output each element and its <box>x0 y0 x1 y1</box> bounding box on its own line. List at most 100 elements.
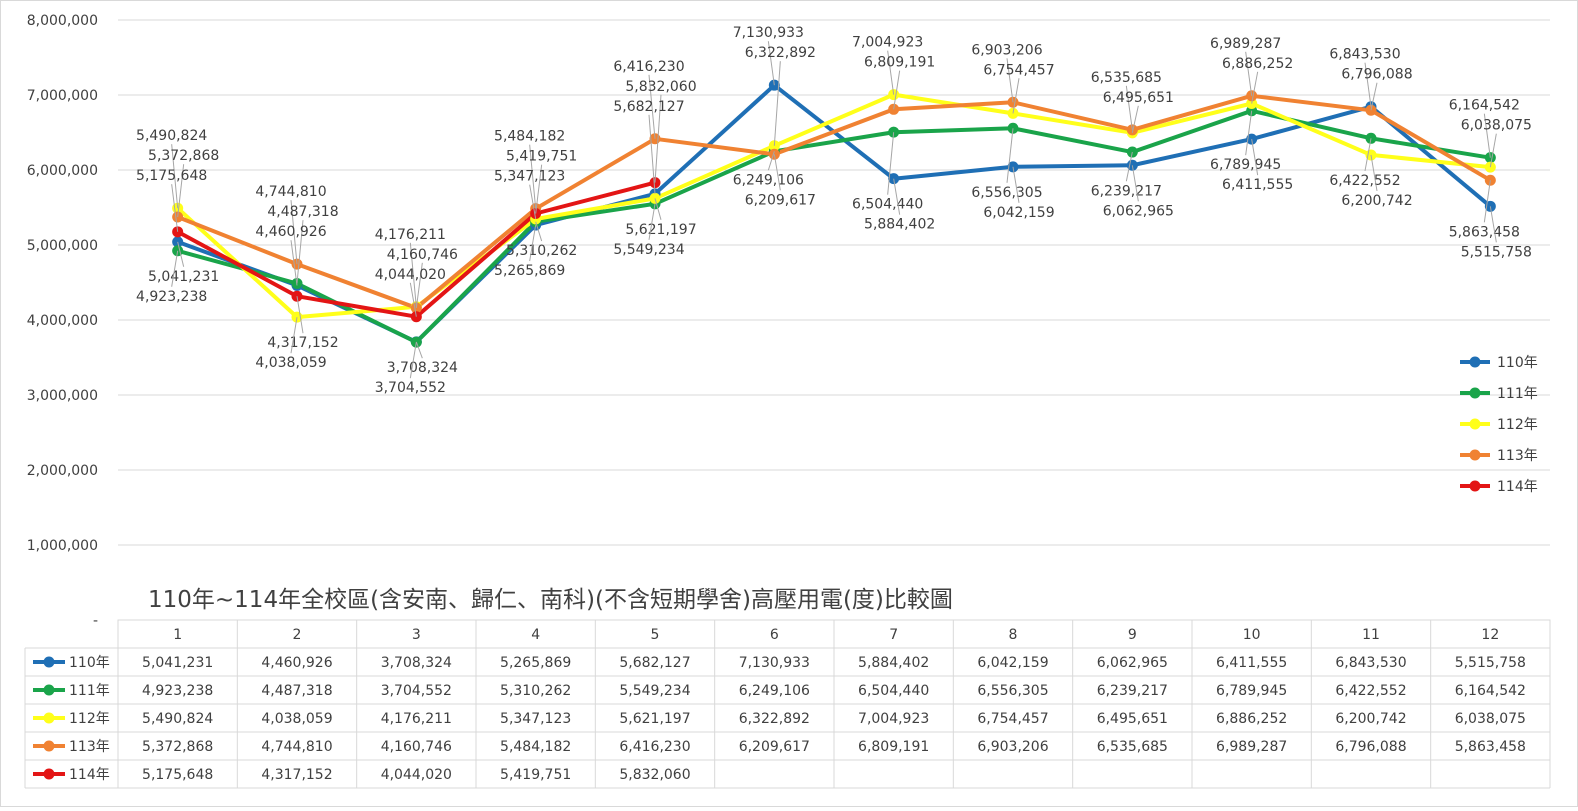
data-label-leader <box>893 178 901 215</box>
x-tick-label: 11 <box>1362 627 1380 643</box>
data-label: 6,504,440 <box>852 197 923 213</box>
table-cell: 5,265,869 <box>500 655 571 671</box>
data-label-leader <box>767 41 775 86</box>
data-label-leader <box>409 282 417 317</box>
table-legend-marker <box>43 712 55 724</box>
table-cell: 5,884,402 <box>858 655 929 671</box>
legend-label: 111年 <box>1497 386 1538 402</box>
x-tick-label: 7 <box>889 627 898 643</box>
x-tick-label: 2 <box>293 627 302 643</box>
table-cell: 5,310,262 <box>500 683 571 699</box>
table-cell: 6,903,206 <box>977 739 1048 755</box>
table-cell: 4,044,020 <box>381 767 452 783</box>
data-label-leader <box>1251 139 1259 176</box>
table-cell: 6,209,617 <box>739 739 810 755</box>
data-label: 4,038,059 <box>255 355 326 371</box>
table-cell: 6,062,965 <box>1097 655 1168 671</box>
data-label: 3,708,324 <box>387 360 458 376</box>
data-label-leader <box>1131 165 1139 202</box>
data-label-leader <box>767 151 775 171</box>
x-tick-label: 1 <box>173 627 182 643</box>
series-line <box>175 92 1493 320</box>
table-cell: 6,416,230 <box>619 739 690 755</box>
table-cell: 5,863,458 <box>1455 739 1526 755</box>
y-tick-label: 8,000,000 <box>27 13 98 29</box>
table-cell: 6,495,651 <box>1097 711 1168 727</box>
table-cell: 5,484,182 <box>500 739 571 755</box>
data-label-leader <box>1125 151 1133 182</box>
data-label-leader <box>1483 113 1491 158</box>
data-label-leader <box>290 317 298 354</box>
data-label: 5,372,868 <box>148 148 219 164</box>
data-label: 6,754,457 <box>983 62 1054 78</box>
data-label-leader <box>529 224 537 262</box>
data-label: 4,460,926 <box>255 224 326 240</box>
table-cell: 6,164,542 <box>1455 683 1526 699</box>
x-tick-label: 12 <box>1481 627 1499 643</box>
legend-swatch-marker <box>1469 418 1481 430</box>
data-label: 5,549,234 <box>613 242 684 258</box>
data-label-leader <box>1131 105 1139 133</box>
table-cell: 6,886,252 <box>1216 711 1287 727</box>
data-label-leader <box>290 200 298 265</box>
data-label-leader <box>1489 133 1497 168</box>
data-label-leader <box>1125 85 1133 130</box>
data-label-leader <box>171 184 179 232</box>
table-cell: 6,249,106 <box>739 683 810 699</box>
data-label-leader <box>171 144 179 209</box>
data-label-leader <box>648 203 656 240</box>
table-cell: 6,789,945 <box>1216 683 1287 699</box>
data-label-leader <box>773 61 781 146</box>
data-label: 6,809,191 <box>864 55 935 71</box>
table-cell: 4,160,746 <box>381 739 452 755</box>
data-label: 5,347,123 <box>494 169 565 185</box>
data-label: 5,484,182 <box>494 129 565 145</box>
data-label: 6,322,892 <box>745 45 816 61</box>
table-cell: 7,130,933 <box>739 655 810 671</box>
data-label-leader <box>409 342 417 379</box>
x-tick-label: 8 <box>1009 627 1018 643</box>
data-label-leader <box>1245 51 1253 96</box>
y-tick-label: 5,000,000 <box>27 238 98 254</box>
y-tick-label: 1,000,000 <box>27 538 98 554</box>
legend-label: 112年 <box>1497 417 1538 433</box>
data-label: 6,038,075 <box>1461 118 1532 134</box>
data-label: 7,130,933 <box>733 25 804 41</box>
data-label-leader <box>535 221 543 242</box>
table-cell: 4,460,926 <box>261 655 332 671</box>
x-tick-label: 4 <box>531 627 540 643</box>
table-cell: 6,556,305 <box>977 683 1048 699</box>
data-label: 5,310,262 <box>506 243 577 259</box>
table-series-name: 110年 <box>69 655 110 671</box>
data-label: 4,744,810 <box>255 184 326 200</box>
y-tick-label: 4,000,000 <box>27 313 98 329</box>
data-label-leader <box>409 242 417 307</box>
data-label-leader <box>1364 62 1372 107</box>
x-tick-label: 5 <box>651 627 660 643</box>
y-tick-label: - <box>93 613 98 629</box>
data-label-leader <box>1251 71 1259 104</box>
data-label-leader <box>296 220 304 284</box>
legend-swatch-marker <box>1469 356 1481 368</box>
data-label-leader <box>1364 138 1372 172</box>
data-label: 6,042,159 <box>983 205 1054 221</box>
table-series-name: 113年 <box>69 739 110 755</box>
data-label-leader <box>654 198 662 220</box>
data-label-leader <box>529 144 537 209</box>
data-label: 4,044,020 <box>375 267 446 283</box>
data-label-leader <box>535 164 543 214</box>
data-label: 4,176,211 <box>375 227 446 243</box>
data-label-leader <box>887 50 895 95</box>
table-cell: 5,621,197 <box>619 711 690 727</box>
table-cell: 5,041,231 <box>142 655 213 671</box>
data-label: 6,535,685 <box>1091 70 1162 86</box>
table-cell: 4,487,318 <box>261 683 332 699</box>
data-label: 6,200,742 <box>1341 193 1412 209</box>
table-cell: 5,347,123 <box>500 711 571 727</box>
y-tick-label: 7,000,000 <box>27 88 98 104</box>
table-cell: 6,754,457 <box>977 711 1048 727</box>
series-line <box>175 93 1493 310</box>
data-label: 6,422,552 <box>1329 173 1400 189</box>
